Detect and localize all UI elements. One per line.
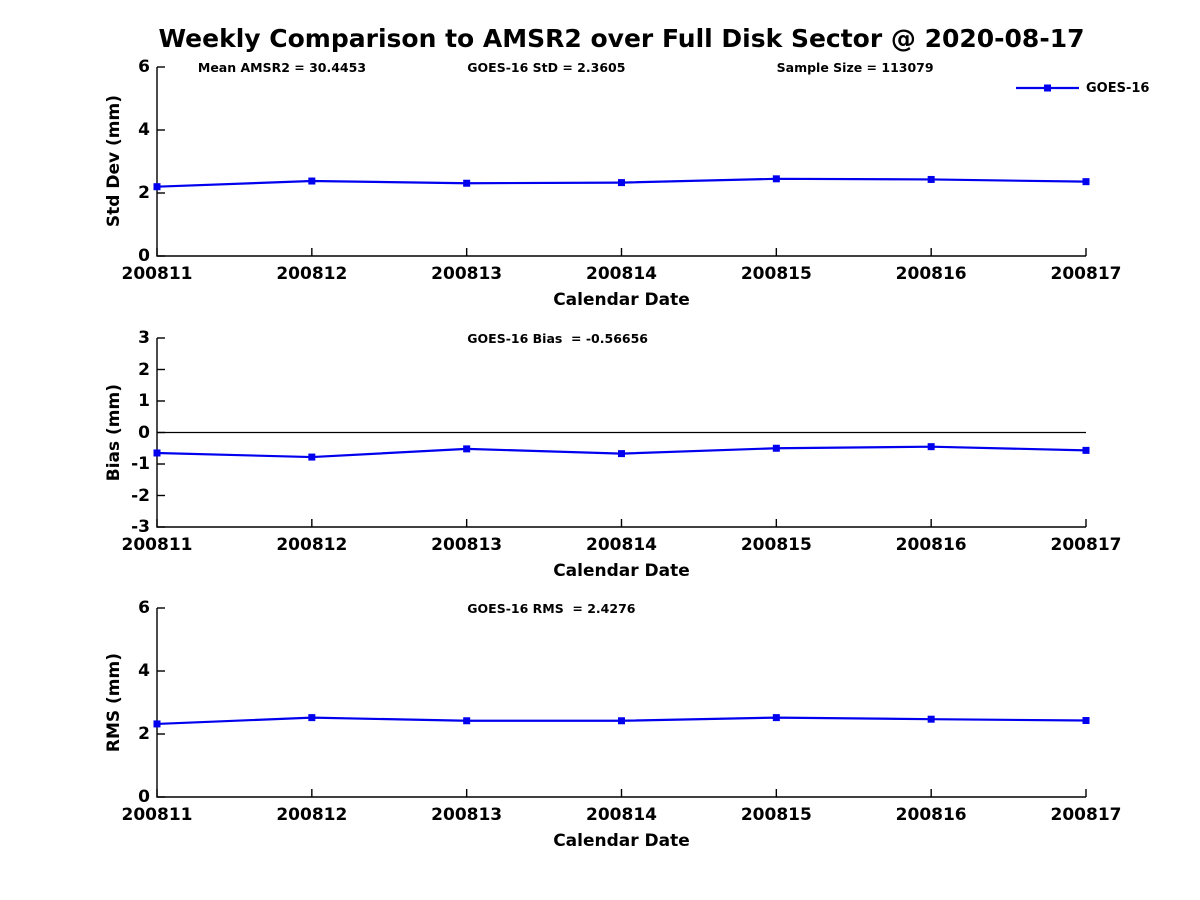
y-tick-label-bias: -3	[131, 517, 150, 537]
x-tick-label-bias: 200815	[740, 535, 812, 555]
data-point-marker-rms	[772, 714, 780, 722]
y-tick-label-rms: 6	[138, 598, 150, 618]
x-axis-label-std_dev: Calendar Date	[553, 290, 690, 310]
x-tick-label-bias: 200814	[586, 535, 657, 555]
data-point-marker-bias	[1082, 446, 1090, 454]
legend-marker-icon	[1044, 84, 1051, 92]
data-point-marker-std_dev	[463, 179, 471, 187]
x-tick-label-std_dev: 200816	[895, 264, 967, 284]
data-point-marker-rms	[927, 715, 935, 723]
x-tick-label-rms: 200815	[740, 805, 812, 825]
data-point-marker-rms	[308, 714, 316, 722]
x-tick-label-std_dev: 200812	[276, 264, 348, 284]
data-point-marker-bias	[463, 445, 471, 453]
y-tick-label-rms: 4	[138, 661, 150, 681]
data-point-marker-std_dev	[772, 175, 780, 183]
y-tick-label-bias: 2	[138, 359, 150, 380]
y-tick-label-bias: 3	[138, 328, 150, 348]
x-tick-label-std_dev: 200815	[740, 264, 812, 284]
y-tick-label-bias: -1	[131, 454, 150, 474]
data-point-marker-bias	[772, 444, 780, 452]
x-tick-label-bias: 200817	[1050, 535, 1122, 555]
data-point-marker-std_dev	[927, 175, 935, 183]
y-tick-label-std_dev: 4	[138, 120, 150, 140]
data-point-marker-bias	[308, 453, 316, 461]
y-tick-label-std_dev: 2	[138, 183, 150, 203]
data-point-marker-rms	[618, 717, 625, 725]
annotation-bias-0: GOES-16 Bias = -0.56656	[467, 331, 648, 346]
data-point-marker-bias	[618, 450, 625, 458]
x-tick-label-rms: 200813	[431, 805, 503, 825]
y-tick-label-rms: 0	[138, 787, 150, 807]
data-point-marker-std_dev	[308, 177, 316, 185]
x-tick-label-rms: 200817	[1050, 805, 1122, 825]
y-tick-label-bias: 0	[138, 422, 150, 443]
x-axis-label-rms: Calendar Date	[553, 831, 690, 851]
y-axis-label-wrap-bias: Bias (mm)	[96, 338, 132, 527]
y-tick-label-rms: 2	[138, 724, 150, 744]
y-tick-label-bias: -2	[131, 485, 150, 506]
data-point-marker-rms	[463, 717, 471, 725]
y-axis-label-wrap-rms: RMS (mm)	[96, 608, 132, 797]
y-tick-label-std_dev: 0	[138, 246, 150, 266]
x-tick-label-bias: 200811	[121, 535, 193, 555]
y-tick-label-bias: 1	[138, 391, 150, 411]
data-point-marker-bias	[153, 449, 161, 457]
data-point-marker-rms	[1082, 717, 1090, 725]
y-axis-label-bias: Bias (mm)	[104, 383, 124, 482]
x-tick-label-bias: 200812	[276, 535, 348, 555]
y-axis-label-wrap-std_dev: Std Dev (mm)	[96, 67, 132, 256]
x-tick-label-std_dev: 200817	[1050, 264, 1122, 284]
x-tick-label-std_dev: 200814	[586, 264, 657, 284]
x-tick-label-rms: 200811	[121, 805, 193, 825]
data-point-marker-rms	[153, 720, 161, 728]
data-point-marker-std_dev	[1082, 178, 1090, 186]
axis-spines-rms	[156, 608, 1086, 798]
x-tick-label-bias: 200816	[895, 535, 967, 555]
legend-label: GOES-16	[1086, 81, 1150, 96]
annotation-rms-0: GOES-16 RMS = 2.4276	[467, 601, 636, 616]
y-axis-label-rms: RMS (mm)	[104, 652, 124, 753]
x-tick-label-rms: 200816	[895, 805, 967, 825]
x-tick-label-rms: 200814	[586, 805, 657, 825]
x-tick-label-rms: 200812	[276, 805, 348, 825]
x-tick-label-std_dev: 200811	[121, 264, 193, 284]
annotation-std_dev-1: GOES-16 StD = 2.3605	[467, 60, 626, 75]
annotation-std_dev-0: Mean AMSR2 = 30.4453	[197, 60, 367, 75]
data-point-marker-bias	[927, 443, 935, 451]
chart-title: Weekly Comparison to AMSR2 over Full Dis…	[158, 24, 1085, 53]
axis-spines-std_dev	[156, 67, 1086, 257]
annotation-std_dev-2: Sample Size = 113079	[776, 60, 934, 75]
x-axis-label-bias: Calendar Date	[553, 561, 690, 581]
y-tick-label-std_dev: 6	[138, 57, 150, 77]
y-axis-label-std_dev: Std Dev (mm)	[104, 95, 124, 228]
data-point-marker-std_dev	[153, 183, 161, 191]
x-tick-label-std_dev: 200813	[431, 264, 503, 284]
x-tick-label-bias: 200813	[431, 535, 503, 555]
data-point-marker-std_dev	[618, 179, 625, 187]
